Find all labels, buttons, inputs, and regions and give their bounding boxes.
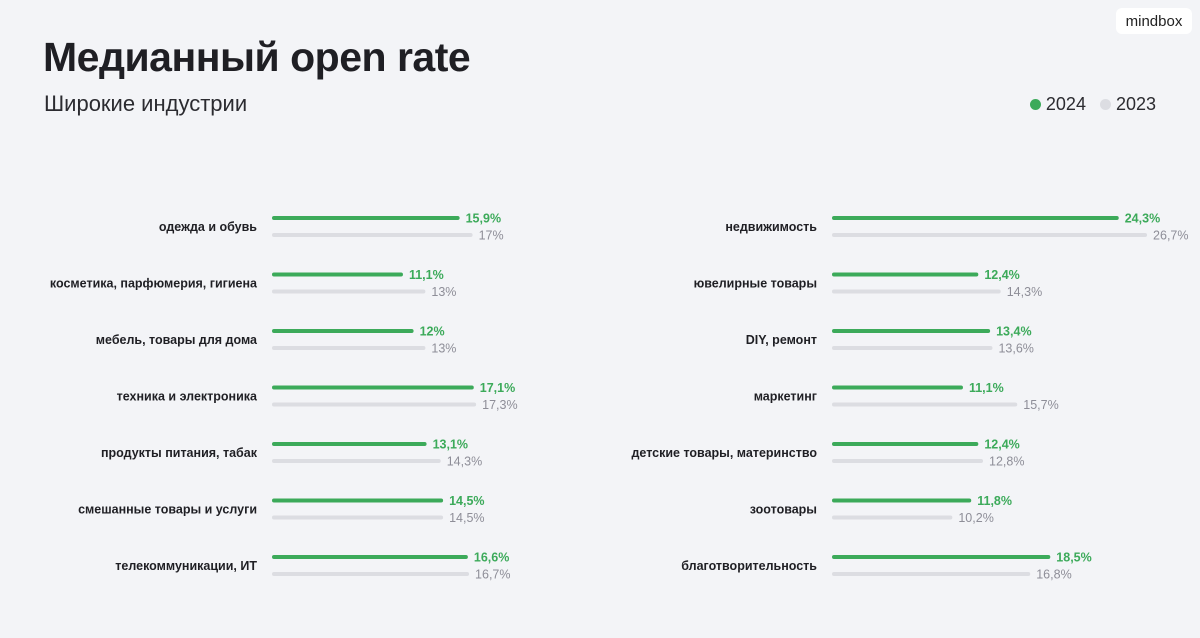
bar-2024 (832, 272, 979, 277)
data-label-2024: 13,4% (996, 325, 1031, 339)
data-label-2024: 16,6% (474, 551, 509, 565)
category-label: продукты питания, табак (101, 446, 258, 460)
category-label: техника и электроника (117, 390, 258, 404)
bar-2024 (832, 555, 1051, 559)
data-label-2023: 13% (431, 285, 456, 299)
bar-2024 (272, 385, 474, 390)
category-label: недвижимость (725, 220, 817, 234)
bar-2023 (832, 402, 1018, 407)
bar-2023 (832, 346, 993, 350)
data-label-2024: 13,1% (433, 438, 468, 452)
legend-dot-2024 (1029, 99, 1041, 110)
data-label-2023: 12,8% (989, 455, 1024, 469)
bar-2023 (832, 459, 984, 463)
data-label-2024: 15,9% (466, 212, 501, 226)
data-label-2024: 17,1% (480, 381, 515, 395)
mindbox-logo: mindbox (1116, 8, 1192, 34)
bar-2023 (272, 289, 426, 294)
data-label-2024: 12,4% (984, 268, 1019, 282)
category-label: одежда и обувь (159, 220, 257, 234)
legend: 2024 2023 (1029, 94, 1156, 115)
data-label-2024: 11,1% (409, 268, 444, 282)
bar-2023 (832, 572, 1031, 576)
data-label-2024: 12,4% (984, 438, 1019, 452)
chart-title: Медианный open rate (43, 34, 471, 80)
bar-2023 (832, 515, 953, 520)
bar-2023 (272, 346, 426, 350)
legend-label-2023: 2023 (1115, 94, 1156, 114)
category-label: зоотовары (750, 503, 817, 517)
data-label-2023: 14,5% (449, 511, 484, 525)
data-label-2024: 24,3% (1125, 212, 1160, 226)
data-label-2023: 26,7% (1153, 229, 1188, 243)
data-label-2024: 14,5% (449, 494, 484, 508)
category-label: ювелирные товары (694, 277, 817, 291)
bar-2024 (832, 385, 963, 390)
category-label: косметика, парфюмерия, гигиена (50, 277, 258, 291)
category-label: телекоммуникации, ИТ (115, 559, 257, 573)
category-label: смешанные товары и услуги (78, 503, 257, 517)
data-label-2023: 17,3% (482, 398, 517, 412)
bar-2024 (832, 329, 991, 333)
bar-2024 (832, 498, 972, 503)
legend-dot-2023 (1099, 99, 1111, 110)
chart-subtitle: Широкие индустрии (44, 91, 248, 116)
data-label-2023: 13,6% (998, 342, 1033, 356)
data-label-2023: 13% (431, 342, 456, 356)
bar-2024 (272, 272, 403, 277)
category-label: DIY, ремонт (746, 333, 817, 347)
bar-2024 (832, 442, 979, 446)
data-label-2023: 17% (479, 229, 504, 243)
data-label-2024: 11,8% (977, 494, 1012, 508)
data-label-2024: 12% (420, 325, 445, 339)
bar-2024 (272, 498, 444, 503)
bar-2024 (272, 329, 414, 333)
bar-2023 (272, 515, 444, 520)
data-label-2023: 15,7% (1023, 398, 1058, 412)
bar-2024 (272, 442, 427, 446)
bar-2024 (272, 216, 460, 220)
legend-label-2024: 2024 (1045, 94, 1086, 114)
data-label-2023: 14,3% (1007, 285, 1042, 299)
category-label: благотворительность (681, 559, 817, 573)
data-label-2023: 10,2% (958, 511, 993, 525)
category-label: мебель, товары для дома (96, 333, 258, 347)
bar-2023 (832, 233, 1148, 237)
bar-2024 (832, 216, 1119, 220)
data-label-2024: 18,5% (1056, 551, 1091, 565)
legend-item-2023: 2023 (1099, 94, 1156, 115)
category-label: детские товары, материнство (631, 446, 817, 460)
bar-2023 (272, 233, 473, 237)
legend-item-2024: 2024 (1029, 94, 1086, 115)
data-label-2024: 11,1% (969, 381, 1004, 395)
bar-2023 (272, 459, 441, 463)
bar-2023 (832, 289, 1001, 294)
bar-2024 (272, 555, 468, 559)
data-label-2023: 16,8% (1036, 568, 1071, 582)
category-label: маркетинг (754, 390, 817, 404)
bar-2023 (272, 572, 470, 576)
data-label-2023: 14,3% (447, 455, 482, 469)
bar-2023 (272, 402, 477, 407)
data-label-2023: 16,7% (475, 568, 510, 582)
